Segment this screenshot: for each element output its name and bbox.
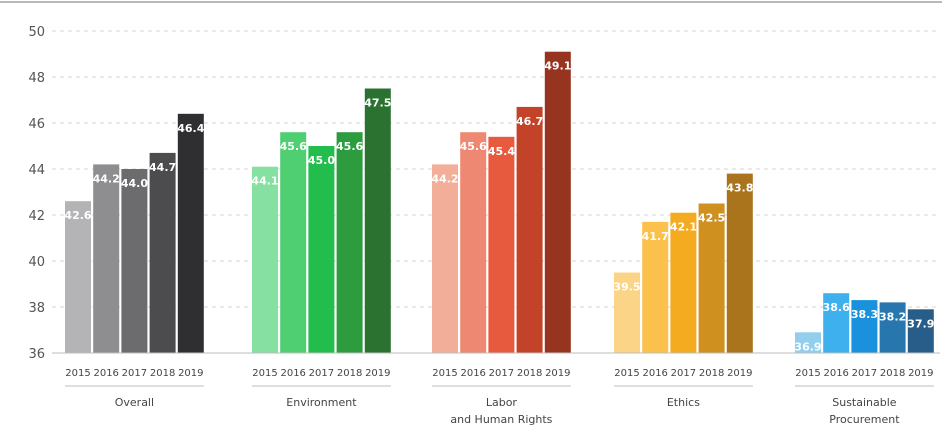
y-tick-label: 50	[28, 25, 45, 40]
y-tick-label: 44	[28, 163, 45, 178]
bar	[65, 201, 91, 353]
group-label: Ethics	[667, 396, 700, 409]
bar	[308, 146, 335, 353]
x-tick-label: 2017	[489, 368, 514, 379]
y-tick-label: 40	[28, 255, 45, 270]
y-axis: 36 38 40 42 44 46 48 50	[28, 25, 45, 362]
data-label: 44.2	[93, 172, 120, 185]
x-tick-label: 2018	[337, 368, 362, 379]
bars: 42.644.2 44.044.746.444.145.645.045.647.5…	[64, 51, 934, 354]
data-label: 41.7	[642, 230, 669, 243]
group-label: Procurement	[829, 413, 900, 426]
group-label: and Human Rights	[450, 413, 552, 426]
data-label: 44.2	[431, 172, 458, 185]
data-label: 45.6	[280, 140, 307, 153]
data-label: 38.3	[851, 308, 878, 321]
y-tick-label: 36	[28, 347, 45, 362]
data-label: 45.6	[336, 140, 363, 153]
x-tick-label: 2015	[432, 368, 457, 379]
data-label: 43.8	[726, 182, 753, 195]
x-tick-label: 2017	[671, 368, 696, 379]
bar	[93, 164, 120, 353]
data-label: 42.6	[64, 209, 91, 222]
x-tick-label: 2015	[252, 368, 277, 379]
x-tick-label: 2015	[65, 368, 90, 379]
data-label: 42.5	[698, 212, 725, 225]
x-tick-label: 2017	[852, 368, 877, 379]
y-tick-label: 48	[28, 71, 45, 86]
bar	[336, 132, 363, 353]
x-tick-label: 2019	[365, 368, 390, 379]
bar	[851, 300, 878, 353]
data-label: 45.6	[460, 140, 487, 153]
x-tick-label: 2016	[823, 368, 848, 379]
x-tick-label: 2018	[880, 368, 905, 379]
bar	[544, 51, 571, 353]
data-label: 44.7	[149, 161, 176, 174]
x-tick-label: 2015	[614, 368, 639, 379]
data-label: 46.7	[516, 115, 543, 128]
bar	[432, 164, 458, 353]
bar	[879, 302, 906, 353]
bar	[516, 106, 543, 354]
x-tick-label: 2018	[150, 368, 175, 379]
bar	[121, 169, 148, 353]
data-label: 45.0	[308, 154, 335, 167]
x-tick-label: 2015	[795, 368, 820, 379]
data-label: 37.9	[907, 317, 934, 330]
x-tick-label: 2019	[178, 368, 203, 379]
x-tick-label: 2019	[727, 368, 752, 379]
y-tick-label: 38	[28, 301, 45, 316]
data-label: 46.4	[177, 122, 204, 135]
bar	[795, 332, 821, 353]
x-tick-label: 2018	[699, 368, 724, 379]
data-label: 45.4	[488, 145, 515, 158]
bar	[460, 132, 487, 353]
data-label: 49.1	[544, 60, 571, 73]
bar	[698, 203, 725, 353]
group-label: Overall	[115, 396, 154, 409]
data-label: 42.1	[670, 221, 697, 234]
y-tick-label: 42	[28, 209, 45, 224]
y-tick-label: 46	[28, 117, 45, 132]
bar	[149, 152, 176, 353]
group-label: Sustainable	[832, 396, 897, 409]
bar	[726, 173, 753, 353]
x-tick-label: 2016	[460, 368, 485, 379]
x-tick-label: 2016	[642, 368, 667, 379]
x-tick-label: 2018	[517, 368, 542, 379]
x-tick-label: 2016	[93, 368, 118, 379]
bar	[642, 221, 669, 353]
data-label: 36.9	[794, 340, 821, 353]
bar	[252, 166, 278, 353]
group-label: Environment	[286, 396, 357, 409]
bar	[364, 88, 391, 353]
x-tick-label: 2017	[309, 368, 334, 379]
x-tick-label: 2017	[122, 368, 147, 379]
data-label: 38.6	[823, 301, 850, 314]
group-label: Labor	[486, 396, 518, 409]
x-tick-label: 2019	[908, 368, 933, 379]
x-tick-label: 2016	[280, 368, 305, 379]
bar	[614, 272, 640, 353]
bar	[177, 113, 204, 353]
data-label: 44.1	[251, 175, 278, 188]
bar	[907, 309, 934, 353]
data-label: 38.2	[879, 310, 906, 323]
bar	[670, 212, 697, 353]
data-label: 47.5	[364, 97, 391, 110]
bar	[823, 293, 850, 353]
x-tick-label: 2019	[545, 368, 570, 379]
data-label: 39.5	[613, 281, 640, 294]
bar	[280, 132, 307, 353]
bar	[488, 136, 515, 353]
data-label: 44.0	[121, 177, 148, 190]
